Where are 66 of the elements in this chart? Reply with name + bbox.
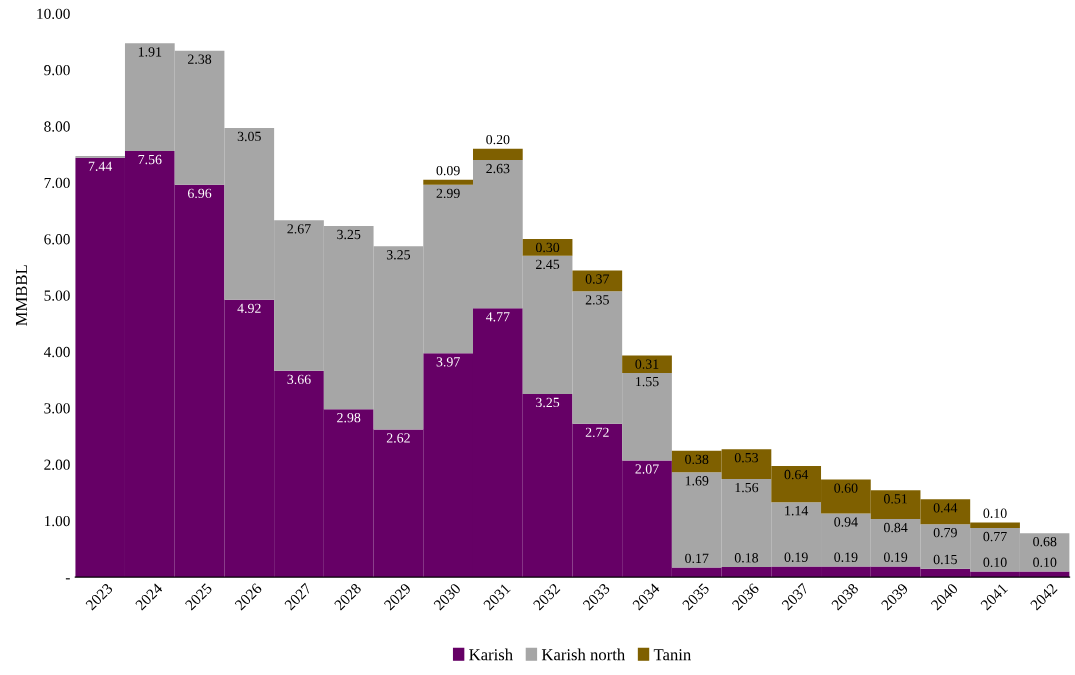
data-label: 4.92 bbox=[237, 303, 261, 314]
data-label: 0.10 bbox=[983, 508, 1007, 518]
data-label: 6.96 bbox=[187, 188, 212, 199]
data-label: 0.37 bbox=[585, 274, 610, 284]
data-label: 0.94 bbox=[834, 517, 858, 527]
data-label: 0.30 bbox=[535, 242, 560, 253]
data-label: 0.53 bbox=[734, 452, 759, 463]
y-tick-label: 7.00 bbox=[44, 177, 70, 189]
y-tick-label: - bbox=[65, 578, 70, 580]
y-tick-label: 5.00 bbox=[44, 290, 70, 301]
data-label: 3.25 bbox=[386, 250, 411, 260]
data-label: 3.25 bbox=[536, 397, 560, 408]
y-tick-label: 10.00 bbox=[37, 8, 70, 20]
data-label: 1.69 bbox=[685, 476, 709, 486]
data-label: 0.44 bbox=[933, 503, 958, 513]
data-label: 2.35 bbox=[585, 295, 609, 305]
data-label: 0.09 bbox=[436, 165, 460, 176]
data-label: 0.20 bbox=[486, 134, 510, 145]
data-label: 0.18 bbox=[734, 553, 759, 563]
data-label: 0.17 bbox=[685, 553, 709, 564]
y-tick-label: 9.00 bbox=[44, 65, 70, 76]
legend-label: Karish north bbox=[541, 648, 625, 661]
data-label: 2.07 bbox=[635, 464, 659, 474]
y-tick-label: 6.00 bbox=[44, 234, 70, 245]
data-label: 0.84 bbox=[883, 522, 908, 533]
data-label: 0.15 bbox=[933, 554, 957, 565]
y-tick-label: 3.00 bbox=[44, 403, 70, 414]
data-label: 0.60 bbox=[834, 483, 858, 493]
data-label: 0.51 bbox=[883, 494, 907, 504]
data-label: 0.31 bbox=[635, 359, 659, 369]
data-label: 3.05 bbox=[237, 131, 261, 142]
data-label: 0.10 bbox=[1033, 557, 1057, 568]
data-label: 3.97 bbox=[436, 357, 460, 367]
data-label: 2.38 bbox=[188, 54, 212, 64]
data-label: 0.68 bbox=[1033, 536, 1057, 547]
data-label: 1.14 bbox=[785, 506, 809, 516]
data-label: 2.63 bbox=[486, 163, 510, 174]
data-label: 0.77 bbox=[983, 531, 1007, 542]
data-label: 0.19 bbox=[883, 552, 908, 562]
y-axis-title: MMBBL bbox=[15, 265, 27, 326]
data-label: 3.66 bbox=[287, 374, 311, 385]
data-label: 2.98 bbox=[337, 412, 361, 423]
data-label: 0.64 bbox=[784, 469, 809, 480]
data-label: 1.56 bbox=[735, 482, 759, 493]
data-label: 0.19 bbox=[784, 552, 808, 562]
y-tick-label: 2.00 bbox=[44, 459, 70, 470]
data-label: 2.62 bbox=[386, 433, 410, 443]
data-label: 2.45 bbox=[536, 259, 560, 270]
data-label: 2.72 bbox=[585, 427, 609, 438]
y-tick-label: 8.00 bbox=[44, 121, 70, 132]
data-label: 1.91 bbox=[138, 47, 162, 57]
data-label: 2.67 bbox=[287, 224, 311, 234]
data-label: 0.19 bbox=[834, 552, 858, 562]
y-tick-label: 1.00 bbox=[45, 515, 70, 527]
data-label: 7.44 bbox=[88, 161, 113, 171]
data-label: 7.56 bbox=[138, 154, 162, 165]
data-label: 2.99 bbox=[436, 188, 460, 199]
data-label: 0.38 bbox=[685, 454, 709, 465]
data-label: 1.55 bbox=[636, 376, 659, 387]
legend-label: Karish bbox=[469, 648, 513, 661]
data-label: 4.77 bbox=[485, 312, 510, 322]
data-label: 0.79 bbox=[933, 527, 957, 538]
legend-label: Tanin bbox=[653, 649, 691, 661]
y-tick-label: 4.00 bbox=[43, 346, 70, 358]
data-label: 0.10 bbox=[983, 557, 1007, 568]
data-label: 3.25 bbox=[337, 229, 361, 240]
